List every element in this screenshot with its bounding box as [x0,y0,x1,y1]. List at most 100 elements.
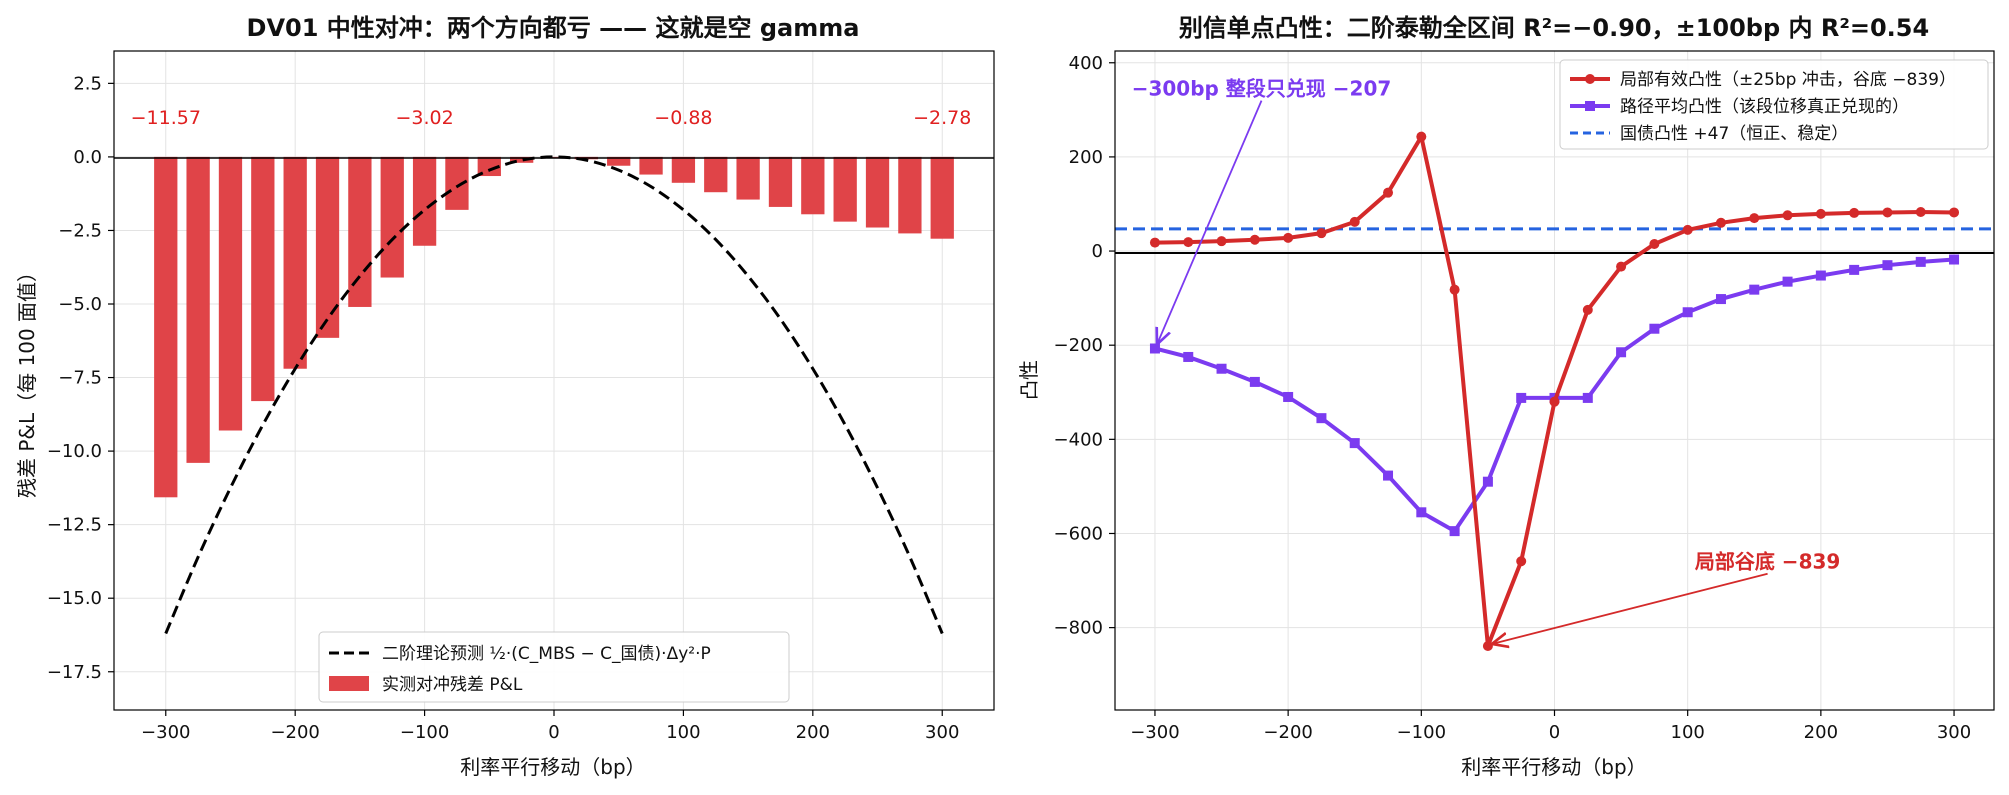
left-y-tick-label: −12.5 [47,515,102,536]
right-path-avg-convexity-point [1915,256,1926,267]
left-bar [930,156,954,239]
left-bar [607,156,631,166]
left-bar [801,156,825,215]
right-chart: 别信单点凸性：二阶泰勒全区间 R²=−0.90，±100bp 内 R²=0.54… [1017,14,1995,779]
right-local-convexity-point [1183,237,1194,248]
left-bar [639,156,663,175]
right-y-axis-label: 凸性 [1017,360,1041,400]
right-legend: 局部有效凸性（±25bp 冲击，谷底 −839） 路径平均凸性（该段位移真正兑现… [1559,59,1989,150]
left-x-ticks: −300 −200 −100 0 100 200 300 [141,710,959,743]
left-legend-bar-label: 实测对冲残差 P&L [382,675,523,695]
right-x-tick-label: −300 [1130,722,1179,743]
right-legend-purple-label: 路径平均凸性（该段位移真正兑现的） [1620,97,1909,117]
right-local-convexity-point [1949,207,1960,218]
left-bar [154,156,178,498]
left-legend-box [318,631,790,703]
left-y-tick-label: −10.0 [47,441,102,462]
right-x-axis-label: 利率平行移动（bp） [1461,755,1646,779]
left-chart: DV01 中性对冲：两个方向都亏 —— 这就是空 gamma −11.57 −3.… [15,14,995,779]
right-annotation-label: −300bp 整段只兑现 −207 [1132,77,1392,101]
right-y-tick-label: 200 [1069,147,1103,168]
right-path-avg-convexity-markers [1149,254,1960,537]
left-y-ticks: 2.5 0.0 −2.5 −5.0 −7.5 −10.0 −12.5 −15.0 −17.5 [47,73,114,683]
left-chart-title: DV01 中性对冲：两个方向都亏 —— 这就是空 gamma [247,14,860,42]
left-legend-curve-label: 二阶理论预测 ½·(C_MBS − C_国债)·Δy²·P [382,644,711,664]
left-x-tick-label: 100 [666,722,700,743]
right-local-convexity-point [1416,131,1427,142]
left-y-tick-label: −15.0 [47,588,102,609]
left-bar [865,156,890,228]
right-path-avg-convexity-point [1149,343,1160,354]
right-path-avg-convexity-point [1782,276,1793,287]
left-bar [380,156,404,278]
right-path-avg-convexity-point [1616,347,1627,358]
right-path-avg-convexity-point [1882,260,1893,271]
right-x-tick-label: −100 [1397,722,1446,743]
left-bar [445,156,469,210]
left-bar-value-label: −3.02 [395,107,453,129]
right-local-convexity-point [1449,284,1460,295]
right-y-tick-label: −600 [1054,523,1103,544]
left-y-axis-label: 残差 P&L（每 100 面值） [15,262,39,498]
left-bar [477,156,501,177]
right-legend-blue-label: 国债凸性 +47（恒正、稳定） [1620,124,1848,144]
right-path-avg-convexity-point [1283,391,1294,402]
right-local-convexity-point [1216,236,1227,247]
left-bar-value-label: −11.57 [131,107,201,129]
right-local-convexity-point [1516,556,1527,567]
right-local-convexity-point [1849,207,1860,218]
left-bar [736,156,760,200]
left-bar [186,156,210,463]
right-local-convexity-point [1882,207,1893,218]
right-path-avg-convexity-point [1482,476,1493,487]
left-y-tick-label: −5.0 [58,294,102,315]
left-x-tick-label: −300 [141,722,190,743]
left-x-tick-label: 0 [548,722,559,743]
right-path-avg-convexity-point [1349,438,1360,449]
right-local-convexity-point [1549,396,1560,407]
right-path-avg-convexity-point [1949,254,1960,265]
right-path-avg-convexity-point [1416,507,1427,518]
left-annotations: −11.57 −3.02 −0.88 −2.78 [131,107,972,129]
right-path-avg-convexity-point [1682,307,1693,318]
left-bar [510,156,534,163]
left-y-tick-label: −7.5 [58,368,102,389]
right-annotations: −300bp 整段只兑现 −207 局部谷底 −839 [1132,77,1840,644]
right-local-convexity-point [1482,640,1493,651]
right-local-convexity-point [1582,304,1593,315]
right-path-avg-convexity-point [1815,270,1826,281]
right-annotation-arrow [1492,572,1768,644]
right-x-tick-label: 100 [1671,722,1705,743]
left-y-tick-label: 0.0 [73,147,102,168]
right-local-convexity-point [1149,237,1160,248]
right-local-convexity-point [1682,224,1693,235]
right-y-tick-label: 0 [1092,241,1103,262]
right-annotation-label: 局部谷底 −839 [1694,550,1840,574]
right-path-avg-convexity-point [1449,526,1460,537]
right-path-avg-convexity-point [1649,323,1660,334]
left-bar [768,156,793,207]
right-legend-red-label: 局部有效凸性（±25bp 冲击，谷底 −839） [1620,70,1956,90]
left-legend: 二阶理论预测 ½·(C_MBS − C_国债)·Δy²·P 实测对冲残差 P&L [318,631,790,703]
right-x-tick-label: 0 [1549,722,1560,743]
right-path-avg-convexity-point [1183,351,1194,362]
left-y-tick-label: −17.5 [47,662,102,683]
right-y-tick-label: −400 [1054,429,1103,450]
left-bar [704,156,728,193]
left-y-tick-label: 2.5 [73,73,102,94]
left-bar [542,156,566,158]
left-bar [412,156,437,246]
right-y-tick-label: 400 [1069,53,1103,74]
left-bar [315,156,340,338]
right-local-convexity-point [1283,232,1294,243]
right-y-tick-label: −800 [1054,618,1103,639]
right-local-convexity-point [1715,217,1726,228]
right-local-convexity-point [1815,208,1826,219]
left-y-tick-label: −2.5 [58,220,102,241]
left-bars [154,156,954,498]
right-local-convexity-point [1249,234,1260,245]
right-local-convexity-point [1616,261,1627,272]
right-x-tick-label: 200 [1804,722,1838,743]
right-x-tick-label: −200 [1263,722,1312,743]
